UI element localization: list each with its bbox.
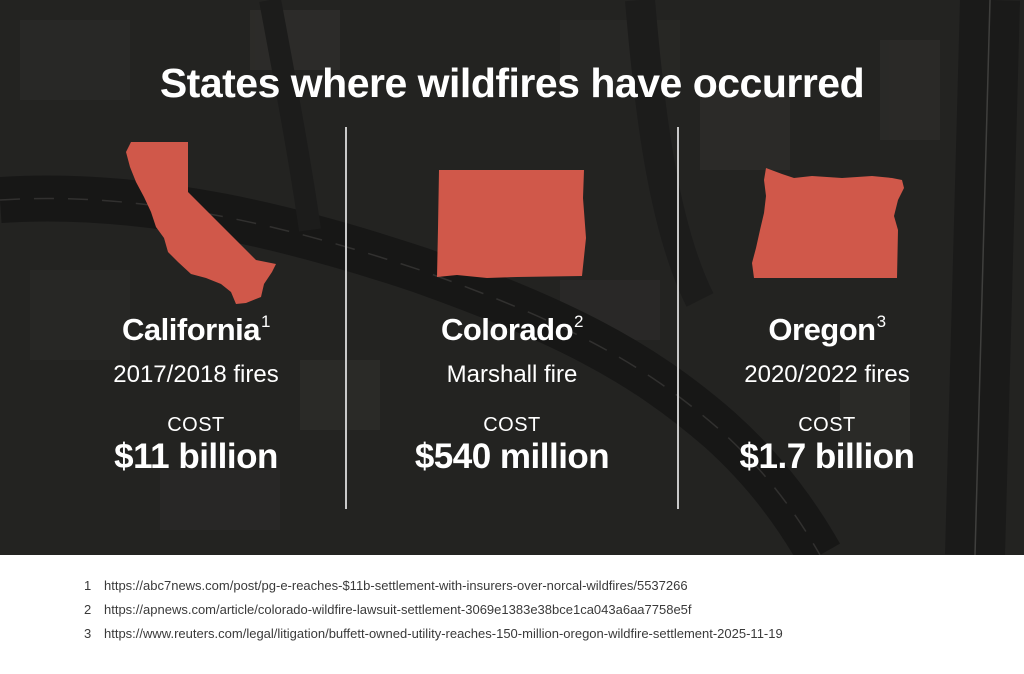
cost-label: COST <box>798 414 856 436</box>
oregon-map-icon <box>752 168 904 278</box>
fire-name: 2017/2018 fires <box>113 361 279 388</box>
footnote-number: 1 <box>84 578 92 593</box>
cost-value: $540 million <box>414 437 610 476</box>
footnote-number: 3 <box>84 626 92 641</box>
state-name: Oregon3 <box>768 311 886 347</box>
aerial-photo-background: States where wildfires have occurred Cal… <box>0 0 1024 555</box>
footnote-link[interactable]: https://www.reuters.com/legal/litigation… <box>104 626 783 641</box>
footnote-ref: 1 <box>261 311 270 331</box>
cost-label: COST <box>483 414 541 436</box>
footnote-link[interactable]: https://abc7news.com/post/pg-e-reaches-$… <box>104 578 688 593</box>
footnote-number: 2 <box>84 602 92 617</box>
cost-value: $1.7 billion <box>739 437 915 476</box>
cost-label: COST <box>167 414 225 436</box>
cost-value: $11 billion <box>114 437 278 476</box>
fire-name: Marshall fire <box>446 361 578 388</box>
burned-neighborhood-aerial-image <box>0 0 1024 555</box>
state-card-oregon: Oregon3 2020/2022 fires COST $1.7 billio… <box>662 0 992 555</box>
state-name: California1 <box>122 311 270 347</box>
state-card-colorado: Colorado2 Marshall fire COST $540 millio… <box>347 0 677 555</box>
state-name: Colorado2 <box>440 311 584 347</box>
footnote[interactable]: 1 https://abc7news.com/post/pg-e-reaches-… <box>84 578 688 593</box>
fire-name: 2020/2022 fires <box>744 361 910 388</box>
california-map-icon <box>126 142 276 304</box>
column-divider <box>677 127 679 509</box>
footnote-ref: 2 <box>574 311 584 331</box>
footnote-ref: 3 <box>876 311 886 331</box>
colorado-map-icon <box>437 170 586 278</box>
column-divider <box>345 127 347 509</box>
footnote-link[interactable]: https://apnews.com/article/colorado-wild… <box>104 602 692 617</box>
footnote[interactable]: 3 https://www.reuters.com/legal/litigatio… <box>84 626 783 641</box>
state-card-california: California1 2017/2018 fires COST $11 bil… <box>31 0 361 555</box>
page-title: States where wildfires have occurred <box>159 60 865 106</box>
footnote[interactable]: 2 https://apnews.com/article/colorado-wil… <box>84 602 692 617</box>
